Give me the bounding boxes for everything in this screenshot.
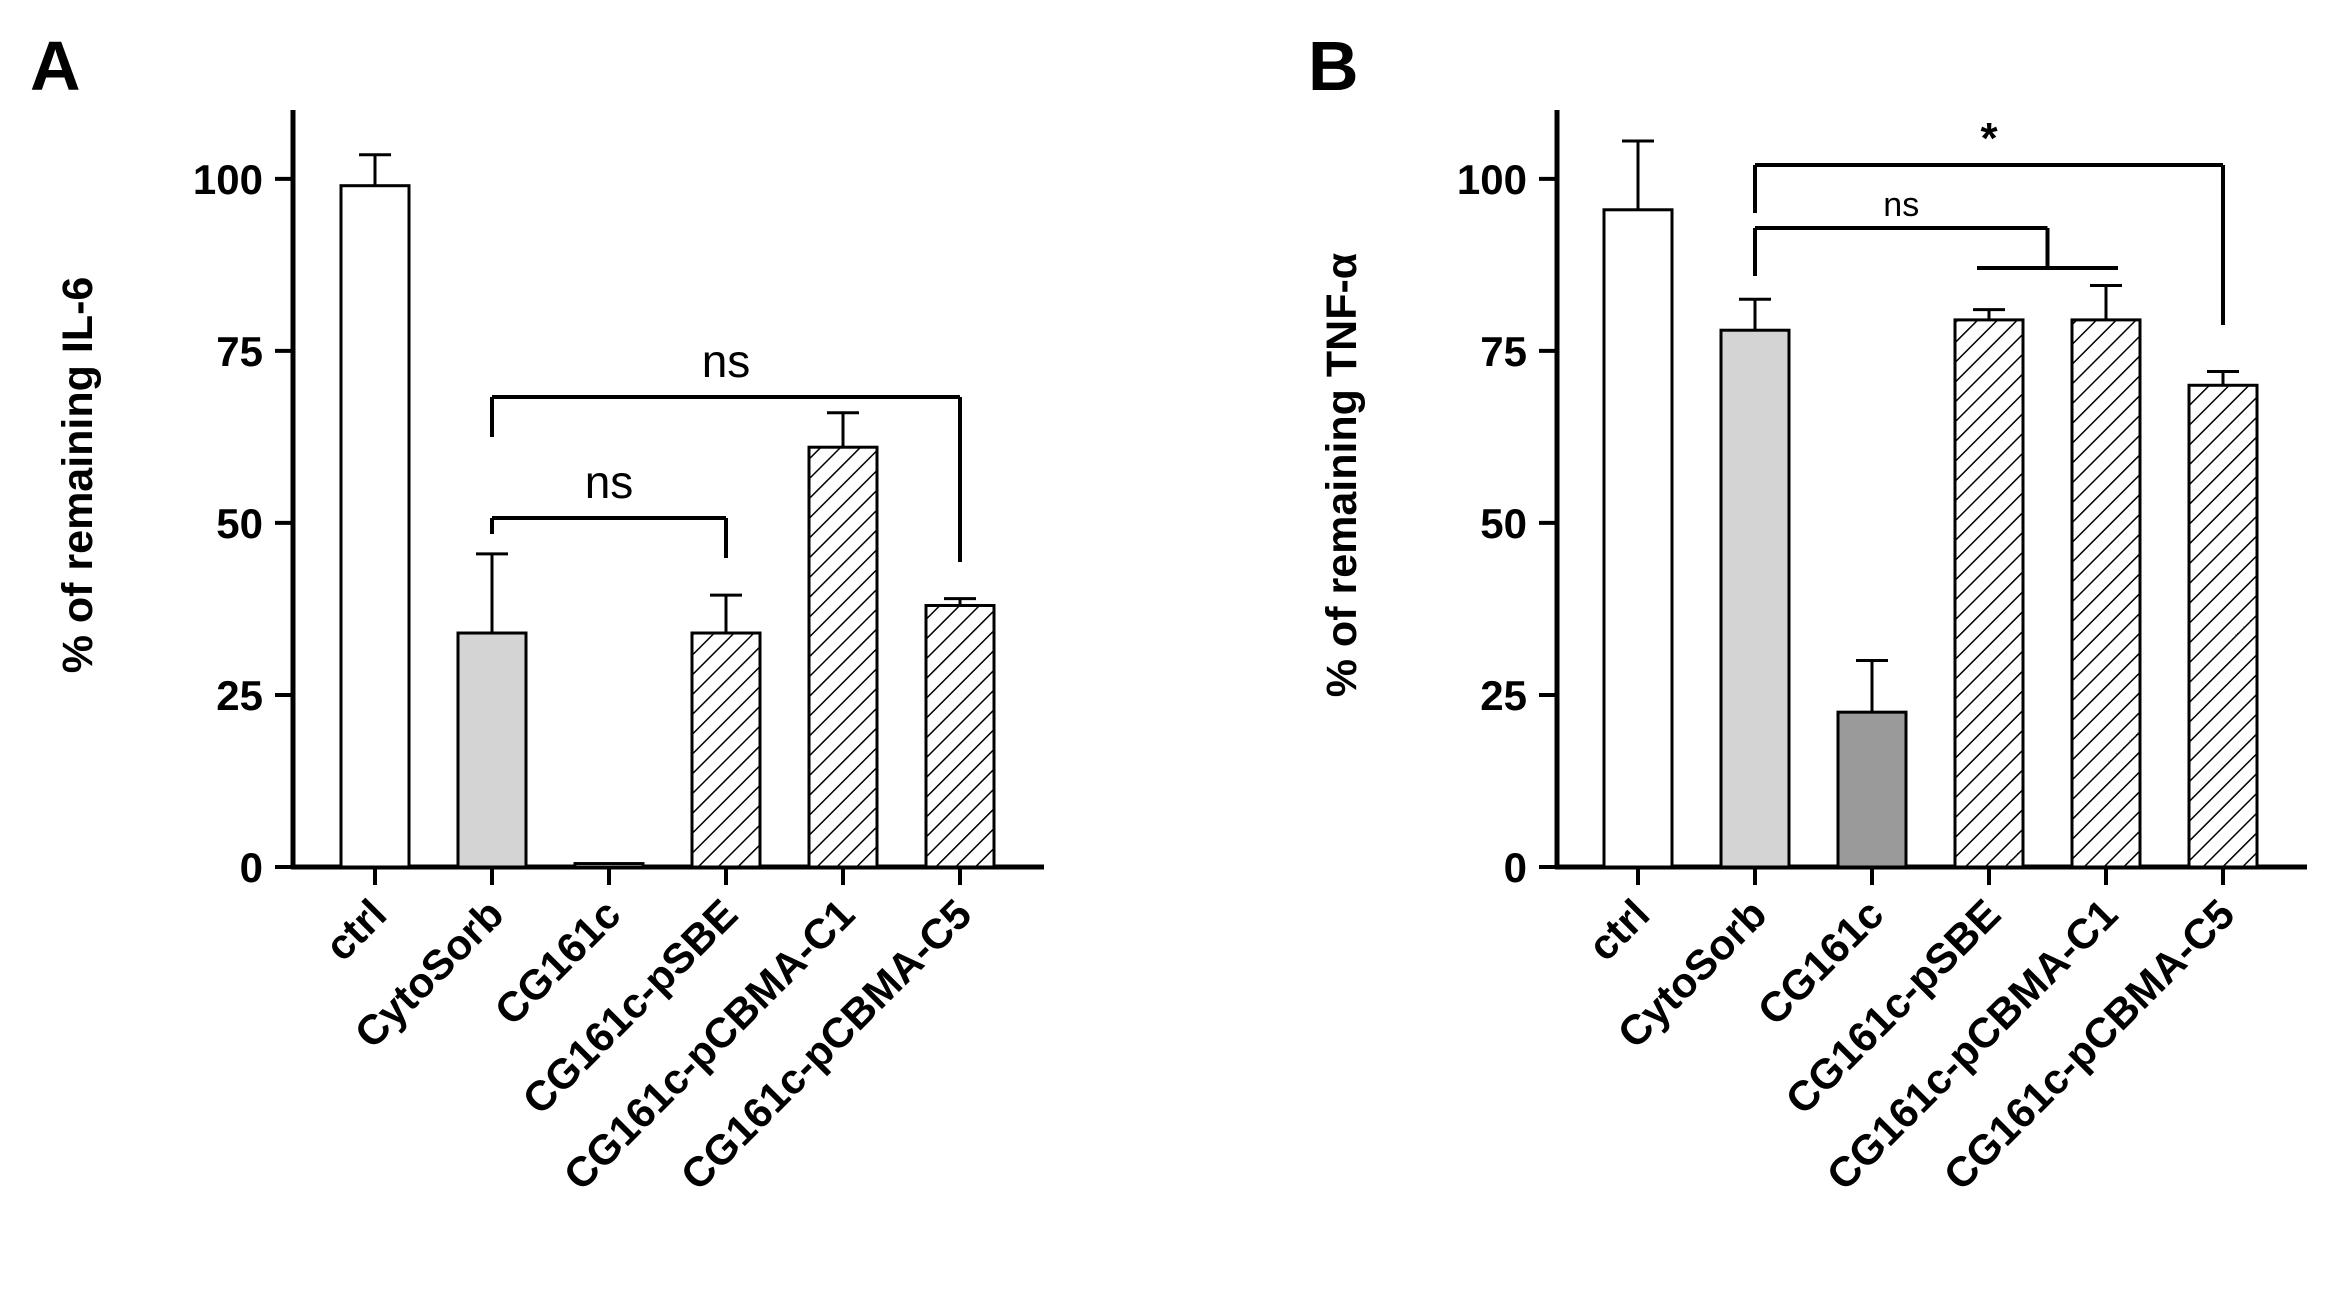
significance-label: * xyxy=(1980,114,1998,163)
category-label: CG161c-pSBE xyxy=(1776,890,2009,1123)
y-tick-label: 25 xyxy=(216,672,263,719)
y-tick-label: 75 xyxy=(1480,328,1527,375)
y-tick-label: 50 xyxy=(1480,500,1527,547)
category-label: ctrl xyxy=(1579,890,1658,969)
bar-ctrl xyxy=(1602,208,1674,869)
category-label: ctrl xyxy=(316,890,395,969)
bar-cg161c xyxy=(573,862,645,869)
y-tick-label: 25 xyxy=(1480,672,1527,719)
y-axis-label: % of remaining TNF-α xyxy=(1318,253,1366,698)
y-tick-label: 75 xyxy=(216,328,263,375)
bar-ctrl xyxy=(339,184,411,869)
bar-cg161c-psbe xyxy=(1953,318,2025,869)
y-tick-label: 0 xyxy=(240,844,263,891)
bar-cg161c xyxy=(1836,710,1908,869)
bar-cg161c-pcbma-c5 xyxy=(924,603,996,869)
y-tick-label: 100 xyxy=(1457,156,1527,203)
bar-cg161c-pcbma-c1 xyxy=(2070,318,2142,869)
significance-label: ns xyxy=(1883,186,1919,224)
y-tick-label: 0 xyxy=(1504,844,1527,891)
bar-cg161c-psbe xyxy=(690,631,762,869)
significance-label: ns xyxy=(702,335,751,387)
panel-a: A% of remaining IL-60255075100ctrlCytoSo… xyxy=(30,27,1044,1199)
bar-cg161c-pcbma-c1 xyxy=(807,445,879,869)
bar-cytosorb xyxy=(1719,328,1791,869)
significance-label: ns xyxy=(585,456,634,508)
panel-letter: A xyxy=(30,27,81,105)
y-tick-label: 100 xyxy=(193,156,263,203)
bar-cg161c-pcbma-c5 xyxy=(2187,383,2259,869)
panel-b: B% of remaining TNF-α0255075100ctrlCytoS… xyxy=(1308,27,2307,1199)
bar-cytosorb xyxy=(456,631,528,869)
y-axis-label: % of remaining IL-6 xyxy=(54,277,102,674)
category-label: CG161c-pSBE xyxy=(513,890,746,1123)
y-tick-label: 50 xyxy=(216,500,263,547)
panel-letter: B xyxy=(1308,27,1359,105)
